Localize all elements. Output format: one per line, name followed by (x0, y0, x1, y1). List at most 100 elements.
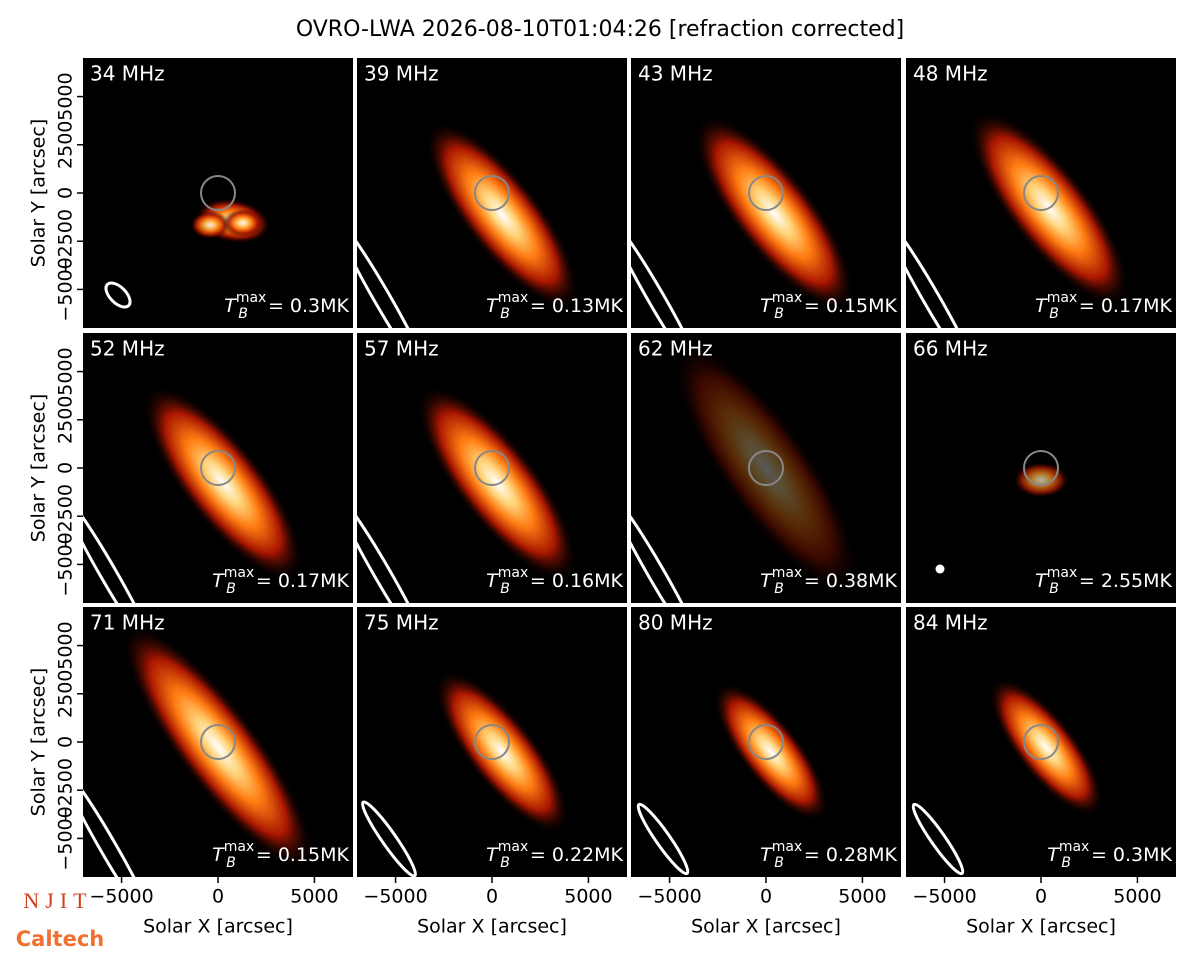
y-tick-label: 2500 (55, 670, 77, 718)
x-tick-label: 5000 (1113, 886, 1161, 908)
tb-subscript: B (774, 855, 784, 871)
tb-superscript: max (224, 565, 255, 581)
frequency-label: 80 MHz (638, 611, 713, 635)
tb-superscript: max (498, 565, 529, 581)
y-tick-label: 0 (55, 187, 77, 199)
panel: 75 MHz Tmax B = 0.22MK −5000 0 5000 Solar X [ar… (357, 607, 627, 938)
figure-title: OVRO-LWA 2026-08-10T01:04:26 [refraction… (296, 17, 904, 42)
panel: 62 MHz Tmax B = 0.38MK (631, 333, 901, 603)
x-tick-label: −5000 (637, 886, 701, 908)
tb-max-annotation: Tmax B = 0.28MK (760, 839, 897, 871)
panel: 84 MHz Tmax B = 0.3MK −5000 0 5000 Solar X [arc… (906, 607, 1176, 938)
x-axis-label: Solar X [arcsec] (966, 916, 1116, 938)
beam (83, 493, 156, 603)
beam (361, 800, 417, 877)
image (83, 624, 314, 877)
tb-symbol: T (486, 844, 499, 866)
tb-superscript: max (772, 839, 803, 855)
image (636, 682, 829, 876)
emission (122, 624, 314, 870)
tb-symbol: T (212, 844, 225, 866)
emission (1013, 462, 1069, 498)
tb-subscript: B (1061, 855, 1071, 871)
y-tick-label: 2500 (55, 396, 77, 444)
tb-max-annotation: Tmax B = 0.15MK (760, 290, 897, 322)
tb-subscript: B (500, 581, 510, 597)
beam (631, 218, 704, 328)
image (357, 385, 578, 603)
x-tick-label: 0 (760, 886, 772, 908)
beam (83, 767, 156, 877)
frequency-label: 39 MHz (364, 62, 439, 86)
tb-subscript: B (1049, 306, 1059, 322)
x-tick-label: 5000 (290, 886, 338, 908)
beam (906, 218, 979, 328)
tb-max-annotation: Tmax B = 0.15MK (212, 839, 349, 871)
x-tick-label: −5000 (912, 886, 976, 908)
y-tick-label: 2500 (55, 121, 77, 169)
y-tick-label: 0 (55, 736, 77, 748)
image (935, 450, 1069, 574)
y-axis-label: Solar Y [arcsec] (28, 668, 50, 816)
y-tick-label: −5000 (55, 532, 77, 596)
y-tick-label: 5000 (55, 347, 77, 395)
image (911, 677, 1104, 876)
y-tick-label: −5000 (55, 257, 77, 321)
logo-njit: NJIT (23, 888, 92, 913)
tb-subscript: B (1049, 581, 1059, 597)
emission (672, 342, 860, 594)
tb-superscript: max (1059, 839, 1090, 855)
y-axis-label: Solar Y [arcsec] (28, 394, 50, 542)
frequency-label: 48 MHz (913, 62, 988, 86)
y-axis-label: Solar Y [arcsec] (28, 119, 50, 267)
tb-max-annotation: Tmax B = 0.38MK (760, 565, 897, 597)
tb-superscript: max (1047, 565, 1078, 581)
emission (190, 211, 230, 239)
emission (416, 385, 578, 581)
x-tick-label: 0 (212, 886, 224, 908)
tb-subscript: B (238, 306, 248, 322)
x-tick-label: −5000 (363, 886, 427, 908)
tb-subscript: B (226, 581, 236, 597)
tb-value: = 0.15MK (804, 295, 898, 317)
solar-disk (1023, 450, 1059, 486)
tb-symbol: T (760, 295, 773, 317)
tb-superscript: max (498, 839, 529, 855)
solar-disk (200, 724, 236, 760)
panel: 52 MHz Tmax B = 0.17MK −5000−2500 0 25005000So… (28, 333, 353, 603)
panel: 57 MHz Tmax B = 0.16MK (357, 333, 627, 603)
tb-value: = 0.17MK (256, 570, 350, 592)
tb-value: = 0.16MK (530, 570, 624, 592)
tb-superscript: max (224, 839, 255, 855)
emission (988, 677, 1104, 817)
y-tick-label: 5000 (55, 621, 77, 669)
panel: 66 MHz Tmax B = 2.55MK (906, 333, 1176, 603)
frequency-label: 62 MHz (638, 337, 713, 361)
tb-max-annotation: Tmax B = 2.55MK (1035, 565, 1172, 597)
panel: 43 MHz Tmax B = 0.15MK (631, 58, 901, 328)
solar-disk (474, 450, 510, 486)
logo-caltech: Caltech (16, 927, 104, 951)
tb-max-annotation: Tmax B = 0.16MK (486, 565, 623, 597)
solar-disk (474, 175, 510, 211)
solar-disk (200, 175, 236, 211)
y-tick-label: −5000 (55, 806, 77, 870)
tb-symbol: T (760, 844, 773, 866)
frequency-label: 43 MHz (638, 62, 713, 86)
tb-superscript: max (1047, 290, 1078, 306)
solar-disk (474, 724, 510, 760)
tb-value: = 0.3MK (268, 295, 350, 317)
image (83, 385, 304, 603)
emission (425, 121, 579, 309)
tb-superscript: max (772, 290, 803, 306)
emission (693, 115, 855, 311)
emission (713, 682, 829, 822)
solar-disk (200, 450, 236, 486)
image (631, 342, 860, 603)
emission (434, 670, 570, 834)
tb-value: = 2.55MK (1079, 570, 1173, 592)
tb-value: = 0.22MK (530, 844, 624, 866)
tb-value: = 0.38MK (804, 570, 898, 592)
y-tick-label: −2500 (55, 484, 77, 548)
